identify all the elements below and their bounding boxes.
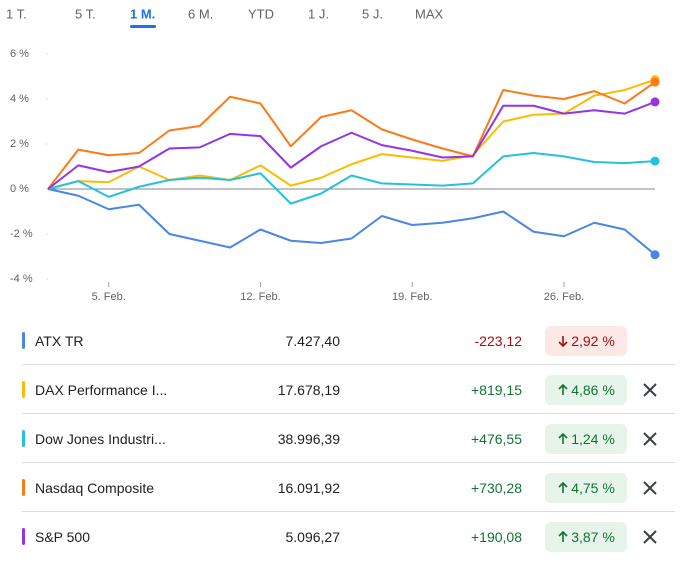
trend-arrow	[558, 481, 568, 493]
trend-arrow	[558, 530, 568, 542]
legend-swatch	[22, 332, 25, 349]
remove-button[interactable]	[640, 527, 660, 547]
change: +730,28	[471, 479, 522, 496]
change: +476,55	[471, 430, 522, 447]
change: +819,15	[471, 381, 522, 398]
x-tick-label: 12. Feb.	[240, 291, 280, 303]
table-row: Nasdaq Composite 16.091,92 +730,28 4,75 %	[0, 463, 675, 512]
change: +190,08	[471, 528, 522, 545]
row-separator	[22, 364, 675, 365]
row-separator	[22, 511, 675, 512]
y-tick-label: 0 %	[10, 183, 29, 195]
series-name: DAX Performance I...	[35, 381, 168, 398]
table-row: DAX Performance I... 17.678,19 +819,15 4,86…	[0, 365, 675, 414]
change-pct-text: 2,92 %	[571, 332, 615, 349]
series-name: Dow Jones Industri...	[35, 430, 166, 447]
end-dot	[650, 250, 660, 260]
range-tab[interactable]: 1 M.	[130, 6, 155, 21]
legend-swatch	[22, 479, 25, 496]
table-row: S&P 500 5.096,27 +190,08 3,87 %	[0, 512, 675, 561]
y-tick-label: 6 %	[10, 48, 29, 60]
remove-button[interactable]	[640, 478, 660, 498]
remove-button[interactable]	[640, 380, 660, 400]
change-pct-text: 4,86 %	[571, 381, 615, 398]
y-tick-label: 2 %	[10, 138, 29, 150]
trend-arrow	[558, 432, 568, 444]
change-pct-text: 1,24 %	[571, 430, 615, 447]
series-line	[47, 188, 656, 256]
series-line	[47, 100, 656, 190]
change-pct: 4,75 %	[545, 472, 627, 503]
x-tick-label: 19. Feb.	[392, 291, 432, 303]
table-row: Dow Jones Industri... 38.996,39 +476,55 1,2…	[0, 414, 675, 463]
price: 16.091,92	[277, 479, 340, 496]
price: 38.996,39	[277, 430, 340, 447]
change-pct-text: 3,87 %	[571, 528, 615, 545]
legend-swatch	[22, 381, 25, 398]
trend-arrow	[558, 335, 568, 347]
range-tab[interactable]: 5 T.	[75, 6, 96, 21]
tab-underline	[130, 25, 156, 28]
y-tick-label: 4 %	[10, 93, 29, 105]
series-line	[47, 78, 656, 190]
x-tick-label: 5. Feb.	[92, 291, 126, 303]
range-tab[interactable]: 6 M.	[188, 6, 213, 21]
row-separator	[22, 413, 675, 414]
remove-button[interactable]	[640, 429, 660, 449]
range-tab[interactable]: 1 T.	[6, 6, 27, 21]
change-pct: 1,24 %	[545, 423, 627, 454]
change-pct: 4,86 %	[545, 374, 627, 405]
range-tab[interactable]: MAX	[415, 6, 444, 21]
y-tick-label: -4 %	[10, 273, 33, 285]
change: -223,12	[474, 332, 522, 349]
range-tab[interactable]: YTD	[248, 6, 274, 21]
y-tick-label: -2 %	[10, 228, 33, 240]
series-name: S&P 500	[35, 528, 91, 545]
change-pct: 3,87 %	[545, 521, 627, 552]
end-dot	[650, 77, 660, 87]
series-name: Nasdaq Composite	[35, 479, 155, 496]
series-line	[47, 152, 656, 205]
series-name: ATX TR	[35, 332, 84, 349]
range-tab[interactable]: 5 J.	[362, 6, 383, 21]
row-separator	[22, 462, 675, 463]
trend-arrow	[558, 383, 568, 395]
price: 17.678,19	[277, 381, 340, 398]
change-pct: 2,92 %	[545, 325, 627, 356]
change-pct-text: 4,75 %	[571, 479, 615, 496]
end-dot	[650, 156, 660, 166]
table-row: ATX TR 7.427,40 -223,12 2,92 %	[0, 316, 675, 365]
legend-swatch	[22, 528, 25, 545]
price: 7.427,40	[285, 332, 341, 349]
range-tab[interactable]: 1 J.	[308, 6, 329, 21]
legend-swatch	[22, 430, 25, 447]
chart: 1 T. 5 T. 1 M. 6 M. YTD 1 J. 5 J. MAX 6 % 4 % 2 % 0…	[6, 6, 660, 303]
x-tick-label: 26. Feb.	[544, 291, 584, 303]
series-line	[47, 81, 656, 190]
end-dot	[650, 97, 660, 107]
price: 5.096,27	[285, 528, 341, 545]
